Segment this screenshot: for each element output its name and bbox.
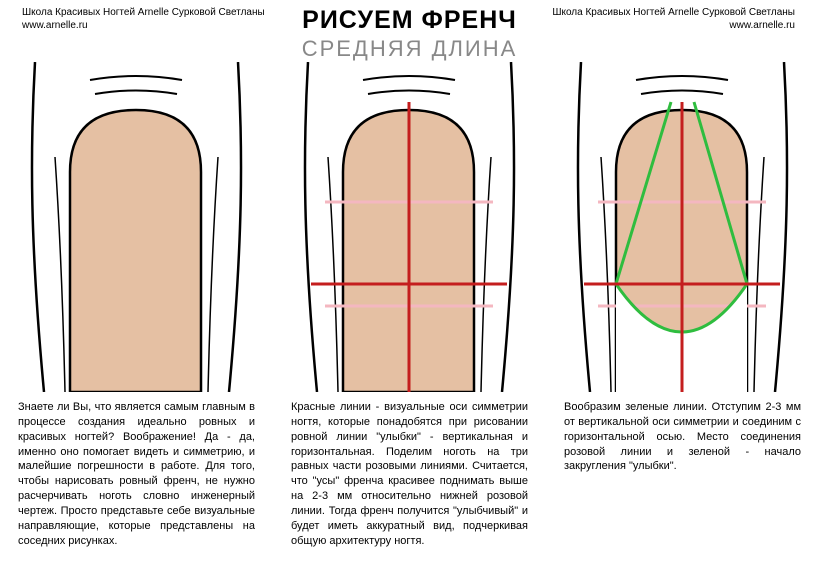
title-main: РИСУЕМ ФРЕНЧ	[0, 6, 819, 35]
panel-1	[0, 62, 273, 392]
title-sub: СРЕДНЯЯ ДЛИНА	[0, 36, 819, 62]
captions-row: Знаете ли Вы, что является самым главным…	[0, 400, 819, 548]
nail-svg-2	[273, 62, 546, 392]
nail-svg-3	[546, 62, 819, 392]
panel-3	[546, 62, 819, 392]
nail-svg-1	[0, 62, 273, 392]
caption-3: Вообразим зеленые линии. Отступим 2-3 мм…	[546, 400, 819, 548]
caption-2: Красные линии - визуальные оси симметрии…	[273, 400, 546, 548]
caption-1: Знаете ли Вы, что является самым главным…	[0, 400, 273, 548]
panel-2	[273, 62, 546, 392]
diagrams-row	[0, 62, 819, 392]
